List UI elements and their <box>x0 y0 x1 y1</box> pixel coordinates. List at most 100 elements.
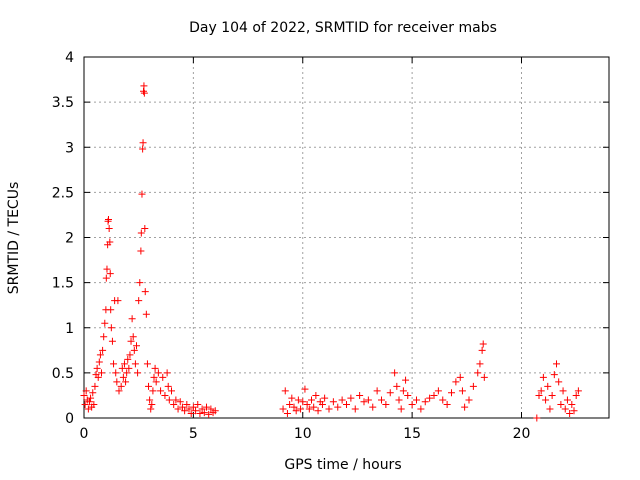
data-point <box>183 400 191 408</box>
data-point <box>82 387 90 395</box>
data-point <box>122 378 130 386</box>
y-tick-label: 2 <box>65 231 74 247</box>
y-axis-label: SRMTID / TECUs <box>6 182 22 295</box>
data-point <box>546 405 554 413</box>
x-tick-label: 5 <box>189 426 198 442</box>
data-point <box>80 391 88 399</box>
data-point <box>314 407 322 415</box>
data-point <box>393 382 401 390</box>
data-point <box>91 382 99 390</box>
data-point <box>106 238 114 246</box>
data-point <box>103 265 111 273</box>
data-point <box>461 403 469 411</box>
data-point <box>147 405 155 413</box>
grid-lines <box>84 57 609 418</box>
data-point <box>110 360 118 368</box>
data-point <box>478 346 486 354</box>
data-point <box>178 403 186 411</box>
data-point <box>141 288 149 296</box>
data-point <box>105 224 113 232</box>
data-point <box>572 391 580 399</box>
data-point <box>553 360 560 368</box>
data-point <box>417 405 425 413</box>
data-point <box>305 405 313 413</box>
data-point <box>200 409 208 417</box>
y-tick-label: 3.5 <box>52 95 74 111</box>
data-point <box>421 398 429 406</box>
x-tick-label: 0 <box>80 426 89 442</box>
data-point <box>321 394 329 402</box>
data-point <box>480 373 488 381</box>
data-point <box>456 373 464 381</box>
data-point <box>89 389 97 397</box>
y-tick-label: 2.5 <box>52 185 74 201</box>
data-point <box>205 410 213 418</box>
data-point <box>318 400 326 408</box>
data-point <box>81 400 89 408</box>
data-point <box>157 387 165 395</box>
data-point <box>96 351 104 359</box>
data-point <box>151 364 159 372</box>
data-point <box>119 373 127 381</box>
data-point <box>550 371 558 379</box>
data-point <box>93 364 101 372</box>
data-point <box>404 391 412 399</box>
data-point <box>107 324 115 332</box>
data-point <box>150 373 158 381</box>
y-tick-label: 0 <box>65 411 74 427</box>
data-point <box>334 403 342 411</box>
data-point <box>402 376 410 384</box>
data-point <box>303 400 311 408</box>
data-point <box>198 405 206 413</box>
data-point <box>100 333 108 341</box>
data-point <box>308 396 315 404</box>
data-point <box>347 394 355 402</box>
data-point <box>194 400 202 408</box>
data-point <box>130 346 138 354</box>
data-point <box>131 360 139 368</box>
data-point <box>128 315 136 323</box>
data-point <box>286 400 294 408</box>
data-point <box>566 409 574 417</box>
data-point <box>105 215 112 223</box>
data-point <box>373 387 381 395</box>
data-point <box>312 391 320 399</box>
data-point <box>140 89 148 97</box>
data-point <box>94 373 102 381</box>
data-point <box>364 396 372 404</box>
data-point <box>574 387 582 395</box>
data-point <box>211 407 219 415</box>
data-point <box>386 389 394 397</box>
data-point <box>465 396 473 404</box>
data-point <box>115 387 123 395</box>
data-point <box>189 403 197 411</box>
data-point <box>443 400 451 408</box>
data-point <box>163 369 171 377</box>
data-point <box>161 391 169 399</box>
data-point <box>535 391 543 399</box>
data-point <box>329 398 337 406</box>
data-point <box>165 396 173 404</box>
data-point <box>458 387 466 395</box>
data-point <box>172 396 180 404</box>
data-point <box>192 407 200 415</box>
data-point <box>106 270 114 278</box>
data-point <box>112 369 120 377</box>
data-point <box>297 405 305 413</box>
data-point <box>395 396 403 404</box>
data-point <box>542 396 550 404</box>
data-point <box>555 378 563 386</box>
data-point <box>113 378 121 386</box>
x-axis-ticks: 0 5 10 15 20 <box>80 57 530 442</box>
data-point <box>140 82 148 90</box>
data-point <box>557 400 565 408</box>
data-point <box>196 409 204 417</box>
data-point <box>426 394 434 402</box>
data-point <box>139 139 147 147</box>
data-point <box>430 391 438 399</box>
data-point <box>439 396 447 404</box>
data-point <box>294 396 302 404</box>
data-point <box>90 400 98 408</box>
data-point <box>135 297 143 305</box>
